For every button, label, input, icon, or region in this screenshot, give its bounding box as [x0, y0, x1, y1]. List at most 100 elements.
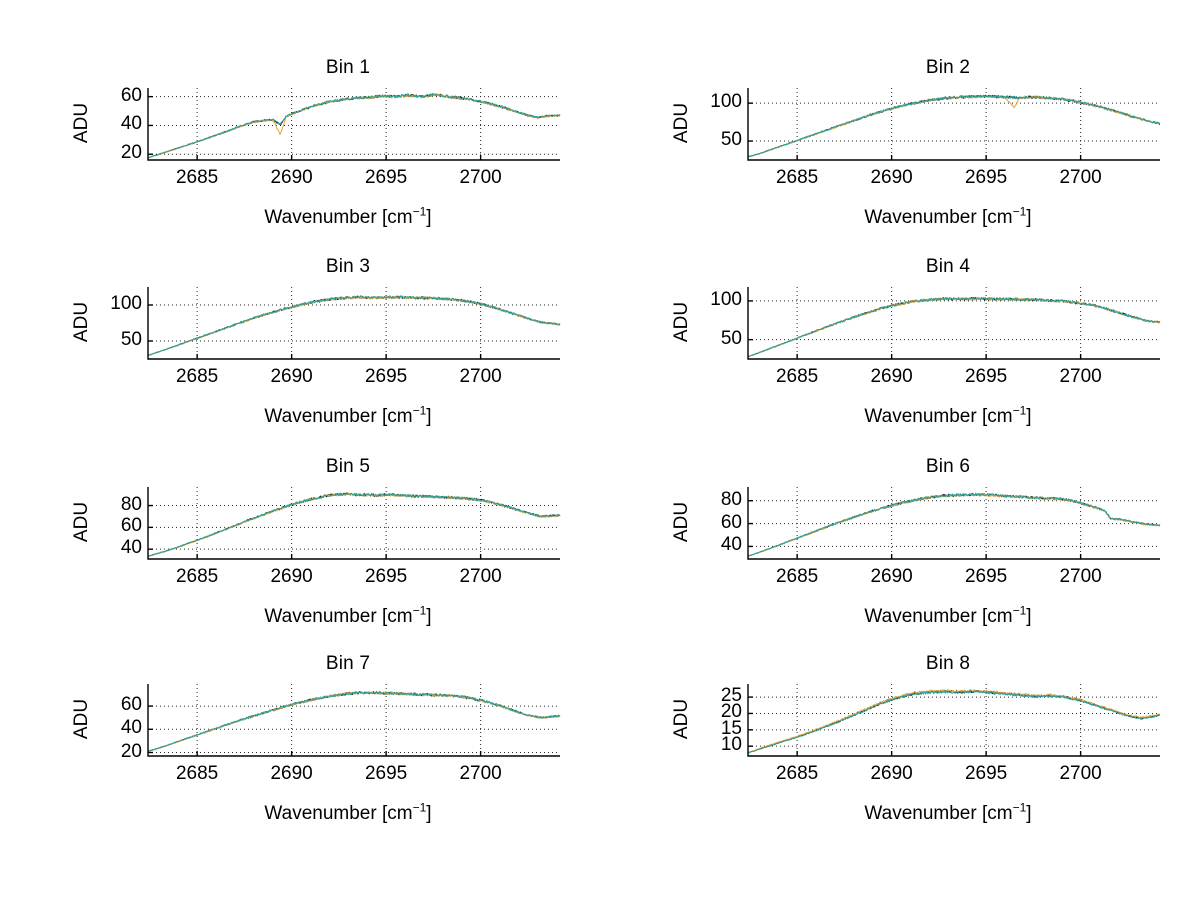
subplot-bin-3: Bin 3 ADU Wavenumber [cm−1] 50 100 2685 2690 26… — [48, 246, 648, 446]
axis-spine — [747, 684, 1160, 757]
data-series-fit — [147, 93, 561, 159]
data-series-measured — [747, 689, 1161, 754]
x-tick-label: 2700 — [1059, 763, 1102, 784]
plot-area — [147, 684, 561, 757]
subplot-bin-1: Bin 1 ADU Wavenumber [cm−1] 20 40 60 2685 2690 2… — [48, 47, 648, 247]
x-tick-label: 2685 — [775, 366, 819, 387]
y-tick-label: 20 — [120, 142, 142, 164]
x-tick-label: 2685 — [775, 167, 819, 188]
y-tick-label: 20 — [120, 740, 142, 762]
subplot-bin-5: Bin 5 ADU Wavenumber [cm−1] 40 60 80 2685 2690 2… — [48, 446, 648, 646]
plot-area — [747, 88, 1161, 161]
data-series-model — [747, 95, 1161, 158]
data-series-measured — [147, 295, 561, 356]
subplot-title: Bin 6 — [925, 456, 971, 477]
data-series-model — [747, 493, 1161, 557]
x-tick-label: 2695 — [364, 763, 408, 784]
x-tick-label: 2690 — [870, 763, 913, 784]
x-tick-label: 2695 — [364, 167, 408, 188]
x-tick-label: 2695 — [364, 566, 408, 587]
axis-spine — [747, 487, 1160, 560]
subplot-title: Bin 2 — [925, 57, 971, 78]
x-tick-label: 2700 — [459, 763, 502, 784]
data-series-fit — [147, 690, 561, 752]
axis-spine — [747, 88, 1160, 161]
data-series-fit — [747, 94, 1161, 158]
y-tick-label: 40 — [120, 717, 142, 739]
axis-spine — [147, 684, 560, 757]
y-tick-label: 40 — [720, 534, 742, 556]
x-tick-label: 2685 — [175, 763, 219, 784]
x-tick-label: 2700 — [459, 167, 502, 188]
x-axis-label: Wavenumber [cm−1] — [264, 603, 432, 627]
x-tick-label: 2685 — [775, 566, 819, 587]
x-tick-label: 2685 — [775, 763, 819, 784]
data-series-measured — [747, 94, 1161, 158]
subplot-title: Bin 8 — [925, 653, 971, 674]
data-series-fit — [147, 492, 561, 557]
plot-area — [147, 88, 561, 161]
x-tick-label: 2695 — [964, 763, 1008, 784]
x-tick-label: 2685 — [175, 366, 219, 387]
data-series-model — [147, 492, 561, 558]
data-series-model — [147, 691, 561, 752]
subplot-bin-4: Bin 4 ADU Wavenumber [cm−1] 50 100 2685 2690 26… — [648, 246, 1200, 446]
axis-spine — [147, 88, 560, 161]
axis-spine — [147, 287, 560, 360]
x-tick-label: 2690 — [270, 167, 313, 188]
x-axis-label: Wavenumber [cm−1] — [864, 403, 1032, 427]
x-axis-label: Wavenumber [cm−1] — [264, 204, 432, 228]
y-tick-label: 60 — [120, 84, 142, 106]
y-tick-label: 100 — [110, 293, 142, 314]
plot-area — [747, 684, 1161, 757]
data-series-measured — [147, 691, 561, 752]
y-tick-label: 80 — [120, 493, 142, 515]
x-axis-label: Wavenumber [cm−1] — [864, 800, 1032, 824]
y-tick-label: 100 — [710, 288, 742, 310]
subplot-bin-7: Bin 7 ADU Wavenumber [cm−1] 20 40 60 2685 2690 2… — [48, 643, 648, 843]
data-series-measured — [747, 492, 1161, 557]
x-tick-label: 2695 — [964, 366, 1008, 387]
data-series-fit — [747, 690, 1161, 754]
subplot-bin-2: Bin 2 ADU Wavenumber [cm−1] 50 100 2685 2690 26… — [648, 47, 1200, 247]
axis-spine — [747, 287, 1160, 360]
data-series-fit — [147, 295, 561, 356]
y-tick-label: 15 — [720, 717, 742, 739]
y-tick-label: 60 — [120, 515, 142, 537]
data-series-fit — [747, 492, 1161, 557]
x-axis-label: Wavenumber [cm−1] — [864, 204, 1032, 228]
y-tick-label: 50 — [720, 327, 742, 349]
y-tick-label: 10 — [720, 734, 742, 756]
x-tick-label: 2690 — [270, 366, 313, 387]
subplot-title: Bin 7 — [325, 653, 371, 674]
x-tick-label: 2690 — [270, 566, 313, 587]
data-series-model — [147, 295, 561, 357]
subplot-title: Bin 3 — [325, 256, 371, 277]
x-tick-label: 2695 — [364, 366, 408, 387]
x-tick-label: 2700 — [1059, 167, 1102, 188]
x-axis-label: Wavenumber [cm−1] — [864, 603, 1032, 627]
subplot-bin-8: Bin 8 ADU Wavenumber [cm−1] 10 15 20 25 2685 269… — [648, 643, 1200, 843]
plot-area — [747, 487, 1161, 560]
subplot-title: Bin 1 — [325, 57, 371, 78]
plot-area — [747, 287, 1161, 360]
y-tick-label: 40 — [120, 537, 142, 559]
x-axis-label: Wavenumber [cm−1] — [264, 800, 432, 824]
y-tick-label: 40 — [120, 113, 142, 135]
subplot-title: Bin 4 — [925, 256, 971, 277]
x-tick-label: 2685 — [175, 566, 219, 587]
data-series-measured — [147, 93, 561, 159]
x-tick-label: 2690 — [270, 763, 313, 784]
data-series-measured — [147, 492, 561, 557]
x-tick-label: 2700 — [459, 566, 502, 587]
data-series-model — [747, 688, 1161, 753]
y-tick-label: 25 — [720, 685, 742, 707]
axis-spine — [147, 487, 560, 560]
x-tick-label: 2690 — [870, 366, 913, 387]
y-tick-label: 60 — [120, 694, 142, 716]
y-tick-label: 50 — [720, 129, 742, 151]
y-tick-label: 100 — [710, 91, 742, 113]
data-series-model — [147, 93, 561, 159]
y-tick-label: 80 — [720, 488, 742, 510]
data-series-fit — [747, 297, 1161, 358]
